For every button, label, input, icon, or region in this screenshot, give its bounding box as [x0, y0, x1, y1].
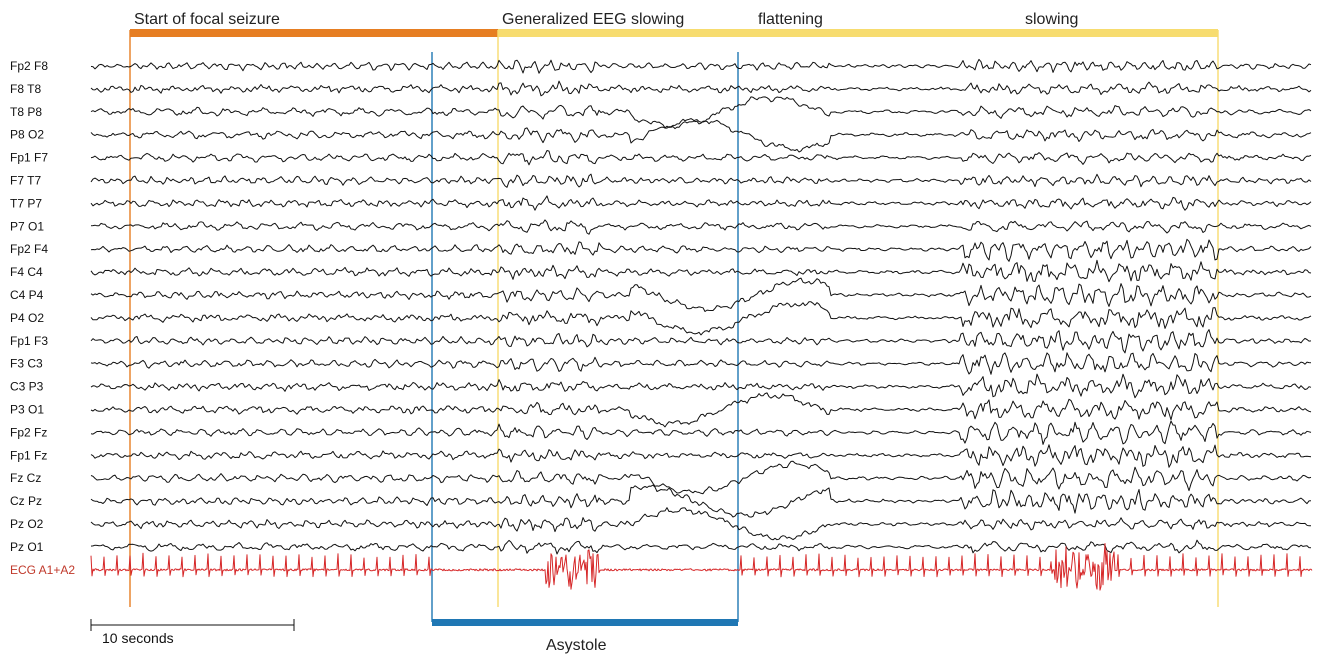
asystole-label: Asystole: [546, 637, 607, 654]
eeg-trace: [90, 352, 1312, 375]
phase-label-slowing: slowing: [1025, 11, 1078, 28]
eeg-trace: [90, 96, 1312, 130]
channel-label: Fp1 F3: [10, 334, 48, 348]
eeg-trace: [90, 80, 1312, 97]
channel-label: F7 T7: [10, 174, 41, 188]
channel-label: Fp2 F4: [10, 242, 48, 256]
ecg-channel-label: ECG A1+A2: [10, 563, 75, 577]
eeg-trace: [90, 420, 1312, 445]
channel-label: Fp2 Fz: [10, 425, 47, 439]
eeg-trace: [90, 507, 1312, 541]
phase-bar-focal-seizure: [130, 29, 498, 37]
eeg-trace: [90, 444, 1312, 468]
eeg-trace: [90, 373, 1312, 399]
channel-label: F3 C3: [10, 357, 43, 371]
channel-label: Cz Pz: [10, 494, 42, 508]
eeg-trace: [90, 301, 1312, 336]
ecg-trace: [90, 543, 1313, 591]
eeg-trace: [90, 460, 1312, 495]
channel-label: F8 T8: [10, 82, 41, 96]
channel-label: P8 O2: [10, 128, 44, 142]
eeg-trace: [90, 238, 1312, 262]
eeg-trace: [90, 195, 1312, 211]
phase-bar-postictal: [498, 29, 1218, 37]
phase-label-focal-seizure: Start of focal seizure: [134, 11, 280, 28]
eeg-trace: [90, 58, 1312, 74]
channel-label: Fz Cz: [10, 471, 41, 485]
eeg-trace: [90, 329, 1312, 354]
eeg-trace: [90, 150, 1312, 166]
eeg-trace: [90, 259, 1312, 283]
phase-bars: [130, 29, 1218, 626]
channel-label: Fp1 F7: [10, 151, 48, 165]
eeg-trace: [90, 118, 1312, 153]
marker-lines: [129, 30, 1219, 622]
phase-label-flattening: flattening: [758, 11, 823, 28]
channel-label: Pz O1: [10, 540, 44, 554]
eeg-trace: [90, 392, 1312, 428]
eeg-trace: [90, 539, 1312, 555]
channel-labels: Fp2 F8 F8 T8 T8 P8 P8 O2 Fp1 F7 F7 T7 T7 P7 P7 …: [10, 59, 75, 577]
channel-label: Fp1 Fz: [10, 448, 47, 462]
channel-label: T7 P7: [10, 196, 42, 210]
channel-label: P4 O2: [10, 311, 44, 325]
channel-label: Pz O2: [10, 517, 44, 531]
channel-label: C3 P3: [10, 380, 44, 394]
eeg-traces: [90, 58, 1313, 591]
channel-label: T8 P8: [10, 105, 42, 119]
eeg-trace: [90, 484, 1312, 518]
eeg-trace: [90, 173, 1312, 188]
scale-bar: 10 seconds: [90, 619, 295, 646]
eeg-trace: [90, 277, 1312, 312]
channel-label: F4 C4: [10, 265, 43, 279]
channel-label: P3 O1: [10, 403, 44, 417]
channel-label: P7 O1: [10, 219, 44, 233]
phase-label-generalized-slowing: Generalized EEG slowing: [502, 11, 684, 28]
asystole-bar: [432, 619, 738, 626]
scale-bar-label: 10 seconds: [102, 630, 174, 646]
channel-label: C4 P4: [10, 288, 44, 302]
channel-label: Fp2 F8: [10, 59, 48, 73]
eeg-trace: [90, 219, 1312, 235]
